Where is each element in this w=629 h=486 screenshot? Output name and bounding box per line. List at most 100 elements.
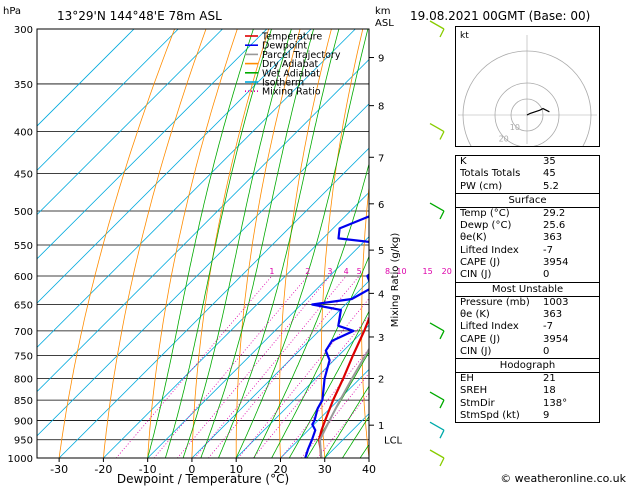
mixing-ratio-label: 2: [305, 267, 310, 276]
isotherm-line: [280, 368, 369, 458]
row-label: CIN (J): [460, 269, 492, 281]
hodograph-ring-label: 20: [499, 134, 509, 143]
row-label: Temp (°C): [460, 207, 510, 219]
table-row: Dewp (°C) 25.6: [456, 220, 599, 232]
km-tick-label: 8: [378, 102, 384, 113]
pressure-tick-label: 600: [14, 272, 33, 283]
table-row: θe (K) 363: [456, 309, 599, 321]
row-value: 29.2: [543, 207, 566, 219]
mixing-ratio-label: 1: [269, 267, 274, 276]
wind-barb: [429, 202, 445, 220]
mixing-ratio-label: 3: [327, 267, 332, 276]
dry-adiabat-line: [279, 29, 332, 458]
chart-grid: [37, 29, 426, 458]
pressure-tick-label: 500: [14, 207, 33, 218]
table-row: CIN (J) 0: [456, 269, 599, 281]
wind-barb: [429, 449, 445, 467]
isotherm-line: [235, 324, 369, 458]
wet-adiabat-line: [271, 255, 369, 458]
isotherm-line: [37, 29, 223, 216]
x-tick-label: 20: [273, 463, 287, 476]
isotherm-line: [147, 236, 369, 458]
surface-table: Temp (°C) 29.2 Dewp (°C) 25.6 θe(K) 363 Lifted…: [456, 208, 599, 282]
mixing-ratio-label: 4: [344, 267, 349, 276]
legend-label: Mixing Ratio: [262, 87, 321, 98]
legend-label: Dry Adiabat: [262, 59, 319, 70]
x-tick-label: 10: [229, 463, 243, 476]
table-row: Temp (°C) 29.2: [456, 208, 599, 220]
dry-adiabat-line: [401, 29, 426, 458]
row-label: Totals Totals: [460, 168, 521, 180]
x-tick-label: 0: [188, 463, 195, 476]
km-tick-label: 1: [378, 421, 384, 432]
row-label: EH: [460, 373, 474, 385]
row-label: StmSpd (kt): [460, 410, 520, 422]
wet-adiabat-line: [182, 29, 292, 458]
hodograph-table: EH 21 SREH 18 StmDir 138° StmSpd (kt) 9: [456, 373, 599, 422]
table-row: CAPE (J) 3954: [456, 257, 599, 269]
wind-barb: [429, 20, 445, 38]
pressure-tick-label: 300: [14, 25, 33, 36]
table-row: Lifted Index -7: [456, 321, 599, 333]
most-unstable-table: Pressure (mb) 1003 θe (K) 363 Lifted Index -7…: [456, 297, 599, 358]
mixing-ratio-label: 5: [357, 267, 362, 276]
wind-barb: [429, 421, 445, 439]
x-tick-label: -20: [94, 463, 112, 476]
mixing-ratio-line: [177, 275, 331, 458]
mixing-ratio-label: 10: [396, 267, 406, 276]
row-value: 0: [543, 345, 550, 357]
legend-label: Isotherm: [262, 78, 304, 89]
pressure-tick-label: 450: [14, 169, 33, 180]
hodograph-trace: [526, 107, 550, 116]
row-label: θe (K): [460, 308, 490, 320]
row-label: CAPE (J): [460, 257, 501, 269]
table-row: SREH 18: [456, 385, 599, 397]
surface-title: Surface: [456, 194, 599, 208]
km-tick-label: 4: [378, 289, 384, 300]
hodograph-ring-label: 10: [510, 123, 520, 132]
row-label: θe(K): [460, 232, 487, 244]
isotherm-line: [191, 280, 369, 458]
pressure-tick-label: 700: [14, 327, 33, 338]
x-tick-label: 40: [362, 463, 376, 476]
row-label: Lifted Index: [460, 244, 519, 256]
km-tick-label: 3: [378, 333, 384, 344]
indices-table: K 35 Totals Totals 45 PW (cm) 5.2: [456, 156, 599, 193]
pressure-tick-label: 400: [14, 128, 33, 139]
pressure-tick-label: 750: [14, 351, 33, 362]
row-label: CAPE (J): [460, 333, 501, 345]
lcl-label: LCL: [384, 436, 403, 447]
pressure-tick-label: 650: [14, 301, 33, 312]
mixing-ratio-line: [153, 275, 309, 458]
table-row: StmDir 138°: [456, 398, 599, 410]
isotherm-line: [103, 191, 369, 458]
row-label: Lifted Index: [460, 321, 519, 333]
temperature-curve: [318, 315, 369, 458]
row-value: 18: [543, 385, 556, 397]
dry-adiabat-line: [361, 183, 369, 458]
table-row: K 35: [456, 156, 599, 168]
hodograph-panel: kt 102040: [455, 26, 600, 180]
table-row: StmSpd (kt) 9: [456, 410, 599, 422]
isotherm-line: [37, 29, 268, 260]
x-axis-label: Dewpoint / Temperature (°C): [117, 472, 289, 486]
table-row: θe(K) 363: [456, 232, 599, 244]
row-value: 25.6: [543, 220, 566, 232]
asl-label: ASL: [375, 18, 394, 29]
isotherm-line: [58, 147, 369, 458]
dry-adiabat-line: [58, 29, 175, 458]
row-value: 138°: [543, 397, 568, 409]
isotherm-line: [37, 29, 179, 171]
wet-adiabat-line: [165, 29, 272, 458]
pressure-tick-label: 1000: [8, 454, 33, 465]
row-value: 21: [543, 373, 556, 385]
indices-panel: K 35 Totals Totals 45 PW (cm) 5.2 Surface Tem…: [455, 155, 600, 424]
dry-adiabat-line: [235, 29, 301, 458]
table-row: EH 21: [456, 373, 599, 385]
copyright: © weatheronline.co.uk: [500, 472, 626, 485]
mixing-ratio-axis-label: Mixing Ratio (g/kg): [390, 233, 401, 328]
wet-adiabat-line: [288, 310, 369, 458]
chart-curves: [304, 215, 369, 458]
wet-adiabat-line: [324, 385, 369, 458]
row-value: 3954: [543, 257, 569, 269]
